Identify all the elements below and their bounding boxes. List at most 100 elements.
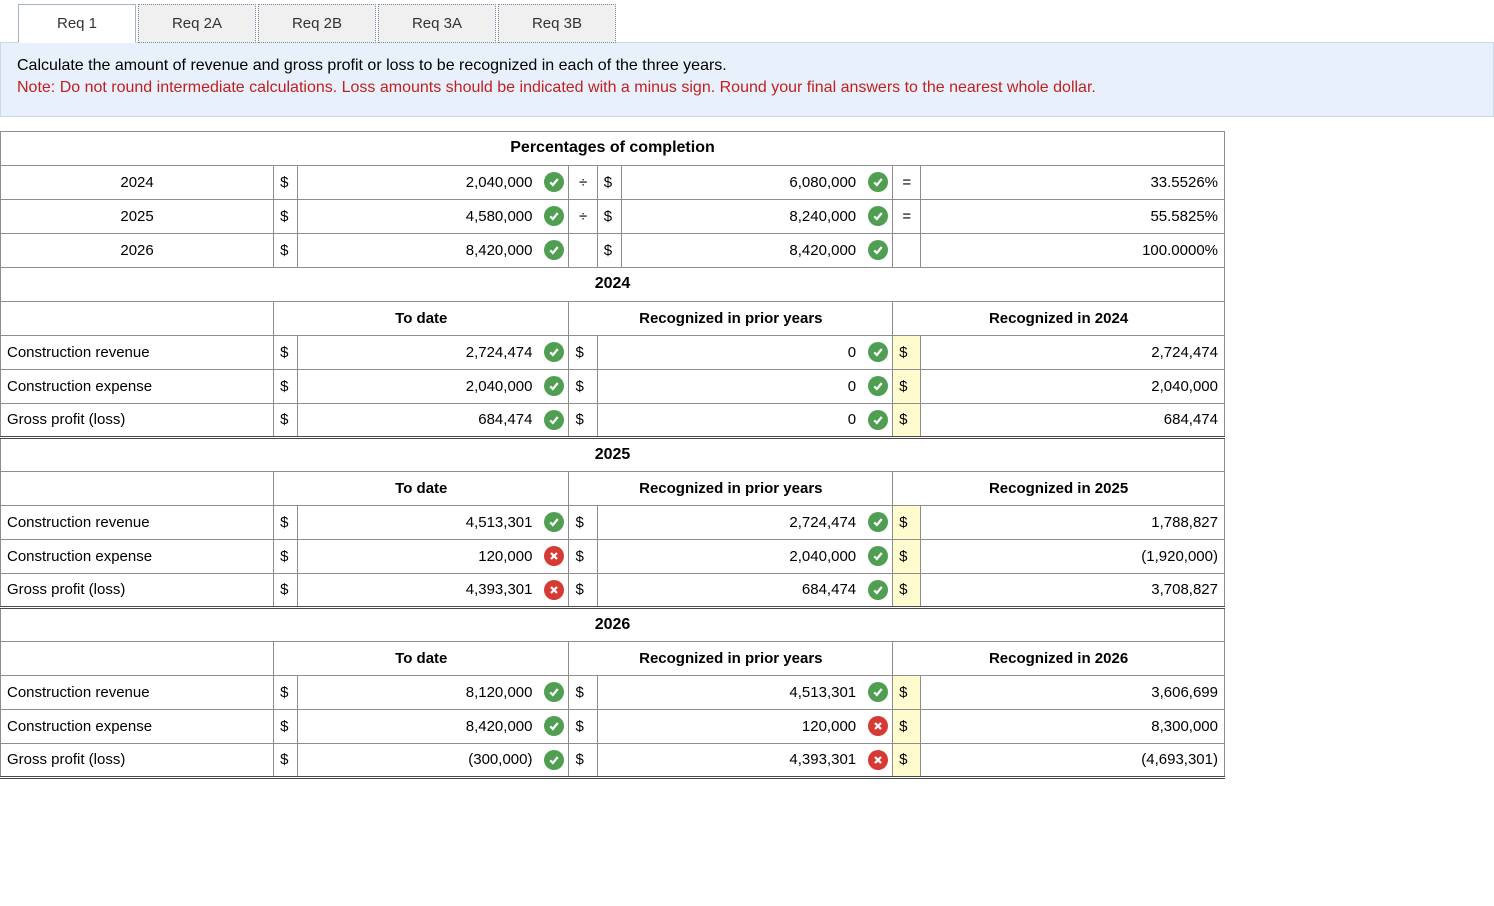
value-cell[interactable]: 120,000 — [298, 539, 569, 573]
x-icon — [544, 546, 564, 566]
tab-req2b[interactable]: Req 2B — [258, 4, 376, 43]
sub-header-todate: To date — [274, 641, 569, 675]
check-icon — [868, 342, 888, 362]
value-cell[interactable]: 120,000 — [597, 709, 892, 743]
check-icon — [544, 750, 564, 770]
value-cell[interactable]: 0 — [597, 335, 892, 369]
currency-symbol: $ — [569, 369, 597, 403]
sub-header-recognized: Recognized in 2026 — [893, 641, 1225, 675]
check-icon — [868, 580, 888, 600]
answer-table: Percentages of completion2024$2,040,000÷… — [0, 131, 1225, 779]
value-cell[interactable]: 6,080,000 — [622, 165, 893, 199]
row-label: Construction expense — [1, 539, 274, 573]
row-label: Construction expense — [1, 709, 274, 743]
value-cell[interactable]: 2,040,000 — [298, 369, 569, 403]
sub-header-blank — [1, 471, 274, 505]
currency-symbol: $ — [274, 573, 298, 607]
check-icon — [544, 342, 564, 362]
currency-symbol: $ — [569, 505, 597, 539]
sub-header-todate: To date — [274, 301, 569, 335]
value-cell[interactable]: 2,040,000 — [597, 539, 892, 573]
currency-symbol: $ — [274, 199, 298, 233]
computed-recognized: 2,724,474 — [921, 335, 1225, 369]
computed-recognized: (4,693,301) — [921, 743, 1225, 777]
row-label: Gross profit (loss) — [1, 573, 274, 607]
row-label: Gross profit (loss) — [1, 743, 274, 777]
currency-symbol: $ — [569, 539, 597, 573]
currency-symbol: $ — [274, 165, 298, 199]
tab-req3a[interactable]: Req 3A — [378, 4, 496, 43]
value-cell[interactable]: 8,240,000 — [622, 199, 893, 233]
equals-op: = — [893, 199, 921, 233]
computed-recognized: 3,708,827 — [921, 573, 1225, 607]
tab-req2a[interactable]: Req 2A — [138, 4, 256, 43]
sub-header-prior: Recognized in prior years — [569, 301, 893, 335]
x-icon — [544, 580, 564, 600]
currency-symbol: $ — [274, 403, 298, 437]
tab-req3b[interactable]: Req 3B — [498, 4, 616, 43]
value-cell[interactable]: 8,420,000 — [298, 709, 569, 743]
row-label: Construction revenue — [1, 505, 274, 539]
poc-percentage: 33.5526% — [921, 165, 1225, 199]
sub-header-recognized: Recognized in 2025 — [893, 471, 1225, 505]
currency-symbol: $ — [569, 743, 597, 777]
currency-symbol: $ — [893, 709, 921, 743]
currency-symbol: $ — [569, 573, 597, 607]
prompt-note: Note: Do not round intermediate calculat… — [17, 77, 1477, 99]
currency-symbol: $ — [893, 403, 921, 437]
value-cell[interactable]: 0 — [597, 403, 892, 437]
row-label: Gross profit (loss) — [1, 403, 274, 437]
currency-symbol: $ — [569, 709, 597, 743]
sub-header-prior: Recognized in prior years — [569, 641, 893, 675]
check-icon — [868, 410, 888, 430]
currency-symbol: $ — [597, 233, 621, 267]
check-icon — [544, 512, 564, 532]
poc-percentage: 55.5825% — [921, 199, 1225, 233]
value-cell[interactable]: 684,474 — [298, 403, 569, 437]
check-icon — [868, 682, 888, 702]
value-cell[interactable]: 2,724,474 — [298, 335, 569, 369]
prompt-line1: Calculate the amount of revenue and gros… — [17, 55, 1477, 77]
currency-symbol: $ — [597, 199, 621, 233]
poc-year: 2025 — [1, 199, 274, 233]
currency-symbol: $ — [893, 743, 921, 777]
value-cell[interactable]: 4,513,301 — [298, 505, 569, 539]
currency-symbol: $ — [274, 369, 298, 403]
poc-percentage: 100.0000% — [921, 233, 1225, 267]
currency-symbol: $ — [569, 403, 597, 437]
divide-op — [569, 233, 597, 267]
divide-op: ÷ — [569, 165, 597, 199]
poc-year: 2024 — [1, 165, 274, 199]
currency-symbol: $ — [274, 335, 298, 369]
currency-symbol: $ — [274, 539, 298, 573]
check-icon — [868, 376, 888, 396]
poc-year: 2026 — [1, 233, 274, 267]
check-icon — [544, 410, 564, 430]
value-cell[interactable]: 4,393,301 — [597, 743, 892, 777]
value-cell[interactable]: 684,474 — [597, 573, 892, 607]
computed-recognized: 3,606,699 — [921, 675, 1225, 709]
check-icon — [544, 376, 564, 396]
sub-header-prior: Recognized in prior years — [569, 471, 893, 505]
divide-op: ÷ — [569, 199, 597, 233]
value-cell[interactable]: 4,513,301 — [597, 675, 892, 709]
currency-symbol: $ — [893, 505, 921, 539]
check-icon — [868, 172, 888, 192]
value-cell[interactable]: 2,724,474 — [597, 505, 892, 539]
tab-req1[interactable]: Req 1 — [18, 4, 136, 43]
currency-symbol: $ — [274, 743, 298, 777]
value-cell[interactable]: 4,580,000 — [298, 199, 569, 233]
computed-recognized: 2,040,000 — [921, 369, 1225, 403]
value-cell[interactable]: 8,420,000 — [298, 233, 569, 267]
check-icon — [868, 512, 888, 532]
check-icon — [544, 716, 564, 736]
value-cell[interactable]: 2,040,000 — [298, 165, 569, 199]
value-cell[interactable]: 0 — [597, 369, 892, 403]
value-cell[interactable]: 4,393,301 — [298, 573, 569, 607]
value-cell[interactable]: 8,420,000 — [622, 233, 893, 267]
currency-symbol: $ — [893, 539, 921, 573]
value-cell[interactable]: 8,120,000 — [298, 675, 569, 709]
section-header-year: 2025 — [1, 437, 1225, 471]
prompt-box: Calculate the amount of revenue and gros… — [0, 42, 1494, 117]
value-cell[interactable]: (300,000) — [298, 743, 569, 777]
